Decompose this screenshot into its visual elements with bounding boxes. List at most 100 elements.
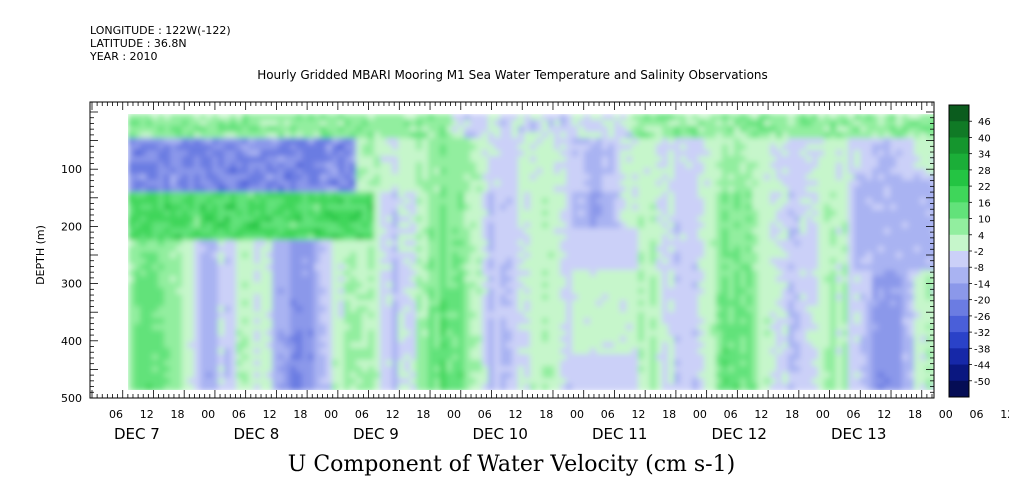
heatmap-cell [608,222,615,229]
heatmap-cell [344,216,351,223]
heatmap-cell [596,216,603,223]
heatmap-cell [236,324,243,331]
heatmap-cell [290,126,297,133]
heatmap-cell [386,246,393,253]
heatmap-cell [182,228,189,235]
heatmap-cell [530,342,537,349]
heatmap-cell [404,306,411,313]
heatmap-cell [470,312,477,319]
heatmap-cell [272,150,279,157]
heatmap-cell [692,276,699,283]
heatmap-cell [374,354,381,361]
heatmap-cell [248,150,255,157]
heatmap-cell [218,264,225,271]
heatmap-cell [362,210,369,217]
heatmap-cell [566,234,573,241]
heatmap-cell [194,294,201,301]
heatmap-cell [326,156,333,163]
heatmap-cell [770,204,777,211]
heatmap-cell [350,150,357,157]
heatmap-cell [410,210,417,217]
heatmap-cell [314,360,321,367]
heatmap-cell [380,228,387,235]
heatmap-cell [572,132,579,139]
heatmap-cell [752,336,759,343]
heatmap-cell [434,336,441,343]
heatmap-cell [146,210,153,217]
heatmap-cell [692,354,699,361]
heatmap-cell [698,234,705,241]
heatmap-cell [398,144,405,151]
heatmap-cell [506,282,513,289]
heatmap-cell [632,234,639,241]
heatmap-cell [164,330,171,337]
heatmap-cell [362,204,369,211]
heatmap-cell [170,120,177,127]
heatmap-cell [266,168,273,175]
heatmap-cell [476,144,483,151]
heatmap-cell [362,312,369,319]
heatmap-cell [698,258,705,265]
heatmap-cell [506,312,513,319]
heatmap-cell [410,294,417,301]
heatmap-cell [188,360,195,367]
heatmap-cell [326,162,333,169]
heatmap-cell [362,240,369,247]
heatmap-cell [572,192,579,199]
heatmap-cell [674,336,681,343]
heatmap-cell [614,162,621,169]
heatmap-cell [188,132,195,139]
heatmap-cell [482,198,489,205]
heatmap-cell [500,192,507,199]
heatmap-cell [428,168,435,175]
heatmap-cell [668,384,675,390]
heatmap-cell [440,234,447,241]
heatmap-cell [248,372,255,379]
heatmap-cell [542,264,549,271]
heatmap-cell [128,240,135,247]
heatmap-cell [134,348,141,355]
heatmap-cell [626,306,633,313]
heatmap-cell [716,348,723,355]
heatmap-cell [752,360,759,367]
heatmap-cell [260,174,267,181]
heatmap-cell [560,120,567,127]
heatmap-cell [398,330,405,337]
heatmap-cell [626,360,633,367]
heatmap-cell [344,240,351,247]
heatmap-cell [686,198,693,205]
heatmap-cell [152,372,159,379]
heatmap-cell [386,150,393,157]
heatmap-cell [740,312,747,319]
heatmap-cell [338,192,345,199]
heatmap-cell [422,330,429,337]
heatmap-cell [698,330,705,337]
heatmap-cell [638,282,645,289]
heatmap-cell [152,348,159,355]
heatmap-cell [362,246,369,253]
heatmap-cell [170,258,177,265]
heatmap-cell [734,180,741,187]
heatmap-cell [440,114,447,121]
heatmap-cell [176,252,183,259]
heatmap-cell [710,222,717,229]
heatmap-cell [356,372,363,379]
heatmap-cell [140,354,147,361]
heatmap-cell [542,330,549,337]
heatmap-cell [650,210,657,217]
heatmap-cell [770,318,777,325]
heatmap-cell [476,168,483,175]
heatmap-cell [602,288,609,295]
heatmap-cell [356,180,363,187]
heatmap-cell [590,318,597,325]
heatmap-cell [608,324,615,331]
heatmap-cell [224,330,231,337]
heatmap-cell [734,306,741,313]
heatmap-cell [230,192,237,199]
heatmap-cell [704,270,711,277]
heatmap-cell [740,336,747,343]
heatmap-cell [290,246,297,253]
heatmap-cell [578,312,585,319]
heatmap-cell [182,180,189,187]
heatmap-cell [560,234,567,241]
